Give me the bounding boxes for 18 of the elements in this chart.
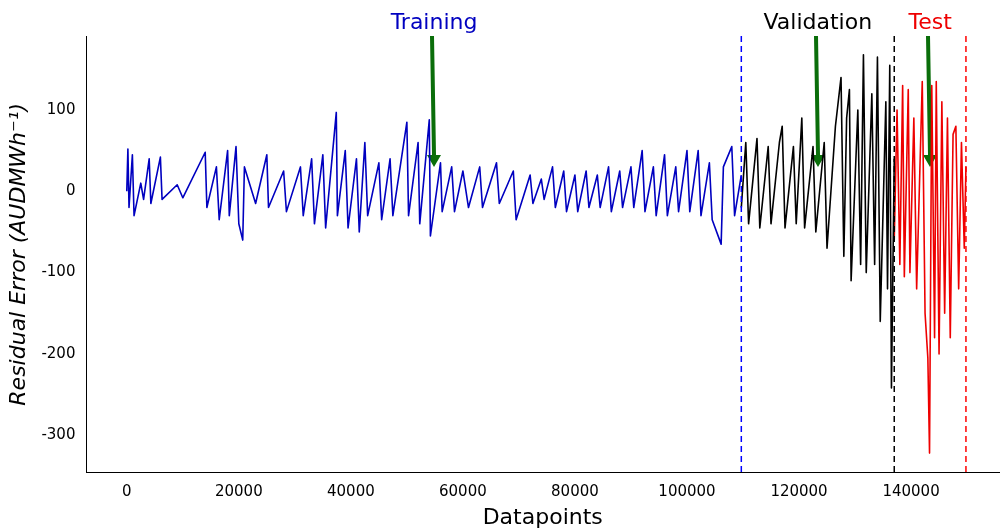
y-tick-label: -200 [41,343,76,362]
x-tick-label: 40000 [327,482,375,501]
x-tick-label: 60000 [439,482,487,501]
x-tick-label: 20000 [214,482,263,501]
x-axis-title: Datapoints [482,503,603,529]
x-tick-label: 0 [122,482,132,501]
x-tick-label: 100000 [658,482,716,501]
text: Training [389,8,478,34]
x-tick-label: 120000 [770,482,828,501]
y-tick-label: -100 [41,262,76,281]
x-tick-label: 140000 [882,482,940,501]
y-axis-title: Residual Error (AUDMWh⁻¹) [4,102,30,406]
y-tick-label: 100 [46,99,76,118]
text: Test [907,8,953,34]
y-tick-label: -300 [41,425,76,444]
series-label: Validation [763,8,873,34]
y-tick-label: 0 [65,181,76,200]
x-tick-label: 80000 [551,482,599,501]
